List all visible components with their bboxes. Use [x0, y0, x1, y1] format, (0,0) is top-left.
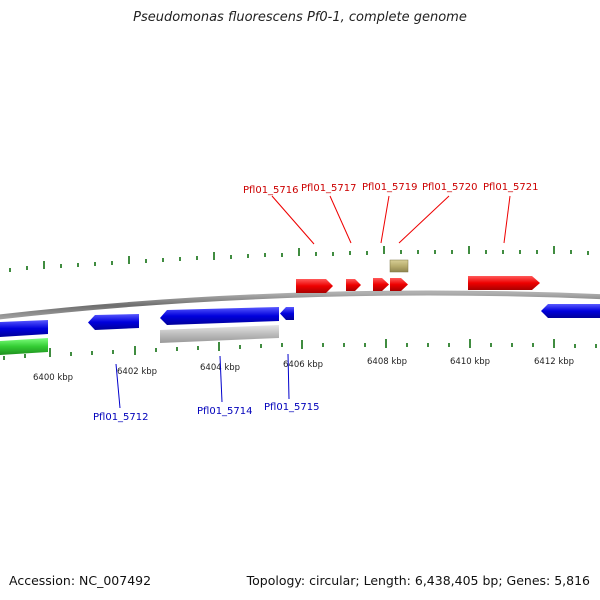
- forward-gene-arrow[interactable]: [373, 278, 389, 291]
- leader-line: [503, 195, 511, 244]
- reverse-gene-labels: Pfl01_5712 Pfl01_5714 Pfl01_5715: [93, 402, 320, 423]
- reverse-gene-arrow[interactable]: [280, 307, 294, 320]
- gene-label[interactable]: Pfl01_5715: [264, 402, 320, 413]
- forward-gene-labels: Pfl01_5716 Pfl01_5717 Pfl01_5719 Pfl01_5…: [243, 182, 539, 196]
- gene-label[interactable]: Pfl01_5721: [483, 182, 539, 193]
- leader-line: [398, 195, 450, 244]
- reverse-label-leaders: [115, 353, 290, 409]
- forward-gene-arrow[interactable]: [296, 279, 333, 293]
- kbp-label: 6406 kbp: [283, 360, 323, 370]
- inner-tick-row: [3, 339, 597, 360]
- forward-gene-arrow[interactable]: [346, 279, 361, 291]
- genome-summary-text: Topology: circular; Length: 6,438,405 bp…: [246, 573, 590, 588]
- kbp-scale-labels: 6400 kbp 6402 kbp 6404 kbp 6406 kbp 6408…: [33, 357, 574, 383]
- reverse-other-feature[interactable]: [160, 325, 279, 343]
- kbp-label: 6412 kbp: [534, 357, 574, 367]
- leader-line: [329, 195, 352, 244]
- gene-label[interactable]: Pfl01_5714: [197, 406, 253, 417]
- forward-label-leaders: [271, 195, 511, 245]
- gene-label[interactable]: Pfl01_5719: [362, 182, 418, 193]
- reverse-gene-arrow[interactable]: [541, 304, 600, 318]
- leader-line: [115, 363, 121, 409]
- genome-backbone: [0, 290, 600, 320]
- forward-strand-features: [296, 259, 540, 293]
- gene-label[interactable]: Pfl01_5720: [422, 182, 478, 193]
- forward-gene-arrow[interactable]: [390, 278, 408, 291]
- gene-label[interactable]: Pfl01_5712: [93, 412, 149, 423]
- misc-feature[interactable]: [389, 259, 409, 273]
- forward-gene-arrow[interactable]: [468, 276, 540, 290]
- reverse-strand-features: [0, 304, 600, 355]
- leader-line: [287, 353, 290, 400]
- kbp-label: 6410 kbp: [450, 357, 490, 367]
- gene-label[interactable]: Pfl01_5717: [301, 183, 357, 194]
- gene-label[interactable]: Pfl01_5716: [243, 185, 299, 196]
- leader-line: [271, 195, 315, 245]
- rna-feature[interactable]: [0, 338, 48, 355]
- kbp-label: 6400 kbp: [33, 373, 73, 383]
- genome-title: Pseudomonas fluorescens Pf0-1, complete …: [133, 10, 467, 25]
- reverse-gene-arrow[interactable]: [88, 314, 139, 330]
- leader-line: [380, 195, 390, 244]
- reverse-gene-arrow[interactable]: [0, 320, 48, 337]
- accession-text: Accession: NC_007492: [9, 573, 152, 588]
- kbp-label: 6408 kbp: [367, 357, 407, 367]
- kbp-label: 6402 kbp: [117, 367, 157, 377]
- reverse-gene-arrow[interactable]: [160, 307, 279, 325]
- outer-tick-row: [9, 246, 589, 272]
- leader-line: [219, 355, 223, 403]
